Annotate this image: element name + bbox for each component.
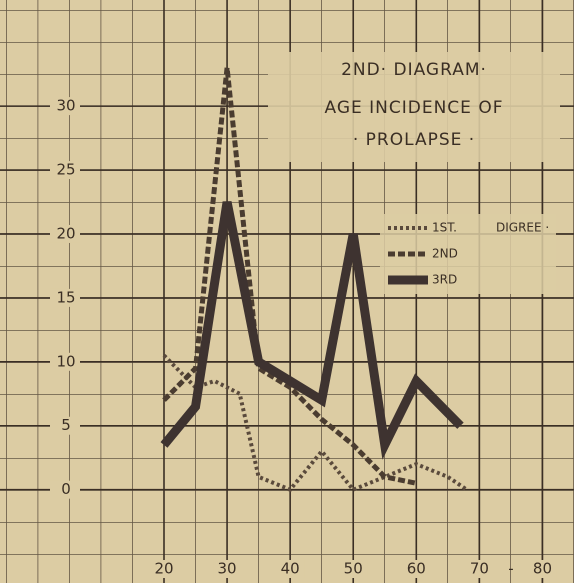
y-tick-label: 10 bbox=[56, 352, 75, 370]
legend-title: DIGREE · bbox=[496, 221, 549, 235]
y-tick-label: 5 bbox=[61, 416, 71, 434]
legend-label: 3RD bbox=[432, 273, 457, 287]
chart: 0 5 10 15 20 25 30 20 30 40 50 60 70 80 - 2ND· DIAGRAM… bbox=[0, 0, 574, 583]
title-line: AGE INCIDENCE OF bbox=[325, 98, 504, 118]
y-tick-label: 25 bbox=[56, 161, 75, 179]
x-tick-label: 70 bbox=[470, 560, 489, 578]
y-tick-label: 30 bbox=[56, 97, 75, 115]
legend-label: 2ND bbox=[432, 247, 458, 261]
x-tick-label: 30 bbox=[218, 560, 237, 578]
legend-label: 1ST. bbox=[432, 221, 457, 235]
y-tick-label: 15 bbox=[56, 288, 75, 306]
legend: DIGREE · 1ST. 2ND 3RD bbox=[380, 214, 556, 294]
x-tick-label: 60 bbox=[407, 560, 426, 578]
title-line: · PROLAPSE · bbox=[353, 130, 475, 150]
x-tick-label: 80 bbox=[533, 560, 552, 578]
title-line: 2ND· DIAGRAM· bbox=[341, 60, 487, 80]
x-tick-label: 50 bbox=[344, 560, 363, 578]
x-tick-label: 20 bbox=[154, 560, 173, 578]
x-separator: - bbox=[508, 560, 513, 578]
x-tick-label: 40 bbox=[281, 560, 300, 578]
y-tick-label: 20 bbox=[56, 224, 75, 242]
y-tick-label: 0 bbox=[61, 480, 71, 498]
